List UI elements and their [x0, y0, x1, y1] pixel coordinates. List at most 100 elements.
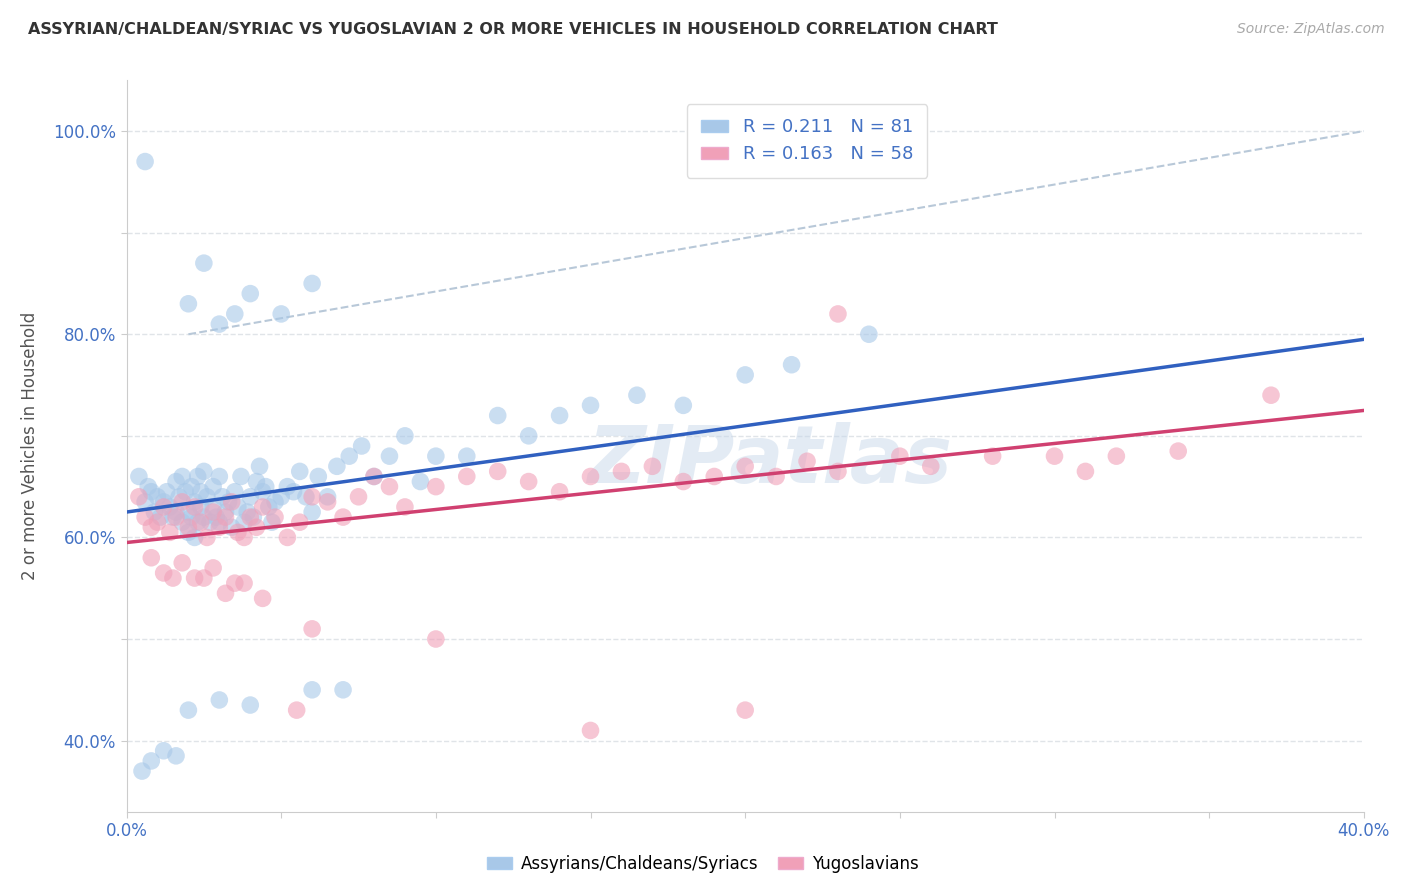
Point	[337, 449, 360, 463]
Point	[146, 515, 169, 529]
Point	[193, 256, 215, 270]
Point	[190, 500, 212, 514]
Point	[239, 698, 262, 712]
Point	[165, 510, 187, 524]
Point	[827, 464, 849, 478]
Point	[152, 744, 174, 758]
Point	[131, 764, 153, 778]
Point	[214, 505, 236, 519]
Point	[190, 484, 212, 499]
Point	[239, 490, 262, 504]
Point	[378, 480, 401, 494]
Point	[177, 505, 200, 519]
Point	[394, 429, 416, 443]
Point	[211, 490, 233, 504]
Point	[276, 480, 298, 494]
Point	[288, 515, 311, 529]
Point	[1043, 449, 1066, 463]
Point	[579, 398, 602, 412]
Point	[134, 510, 156, 524]
Point	[226, 500, 249, 514]
Point	[1074, 464, 1097, 478]
Point	[332, 510, 354, 524]
Point	[394, 500, 416, 514]
Point	[190, 515, 212, 529]
Point	[193, 510, 215, 524]
Point	[827, 307, 849, 321]
Point	[378, 449, 401, 463]
Point	[205, 510, 228, 524]
Point	[295, 490, 318, 504]
Point	[221, 520, 243, 534]
Point	[641, 459, 664, 474]
Point	[517, 475, 540, 489]
Point	[208, 515, 231, 529]
Point	[177, 297, 200, 311]
Point	[242, 510, 264, 524]
Point	[208, 469, 231, 483]
Point	[226, 525, 249, 540]
Point	[765, 469, 787, 483]
Point	[202, 561, 225, 575]
Point	[172, 469, 194, 483]
Point	[172, 495, 194, 509]
Point	[276, 530, 298, 544]
Point	[548, 409, 571, 423]
Point	[198, 515, 221, 529]
Point	[579, 469, 602, 483]
Point	[347, 490, 370, 504]
Point	[252, 500, 274, 514]
Point	[301, 490, 323, 504]
Point	[128, 490, 150, 504]
Point	[796, 454, 818, 468]
Point	[159, 500, 181, 514]
Point	[141, 550, 163, 565]
Point	[141, 484, 163, 499]
Point	[456, 449, 478, 463]
Point	[159, 525, 181, 540]
Point	[249, 459, 271, 474]
Point	[183, 495, 205, 509]
Point	[152, 566, 174, 580]
Point	[165, 505, 187, 519]
Point	[425, 480, 447, 494]
Point	[202, 500, 225, 514]
Point	[517, 429, 540, 443]
Point	[152, 500, 174, 514]
Point	[981, 449, 1004, 463]
Text: ZIPatlas: ZIPatlas	[588, 422, 952, 500]
Point	[221, 495, 243, 509]
Point	[180, 510, 202, 524]
Point	[224, 576, 246, 591]
Point	[214, 510, 236, 524]
Point	[239, 510, 262, 524]
Point	[245, 475, 267, 489]
Point	[187, 515, 209, 529]
Point	[193, 464, 215, 478]
Point	[162, 510, 184, 524]
Point	[579, 723, 602, 738]
Point	[301, 505, 323, 519]
Point	[288, 464, 311, 478]
Point	[187, 469, 209, 483]
Point	[172, 556, 194, 570]
Point	[301, 622, 323, 636]
Point	[141, 754, 163, 768]
Point	[165, 748, 187, 763]
Point	[208, 520, 231, 534]
Point	[456, 469, 478, 483]
Point	[672, 475, 695, 489]
Legend: Assyrians/Chaldeans/Syriacs, Yugoslavians: Assyrians/Chaldeans/Syriacs, Yugoslavian…	[481, 848, 925, 880]
Point	[236, 505, 259, 519]
Y-axis label: 2 or more Vehicles in Household: 2 or more Vehicles in Household	[21, 312, 39, 580]
Point	[245, 520, 267, 534]
Point	[195, 530, 218, 544]
Text: Source: ZipAtlas.com: Source: ZipAtlas.com	[1237, 22, 1385, 37]
Point	[260, 515, 283, 529]
Point	[252, 484, 274, 499]
Point	[177, 703, 200, 717]
Point	[285, 703, 308, 717]
Point	[254, 480, 277, 494]
Point	[146, 490, 169, 504]
Point	[780, 358, 803, 372]
